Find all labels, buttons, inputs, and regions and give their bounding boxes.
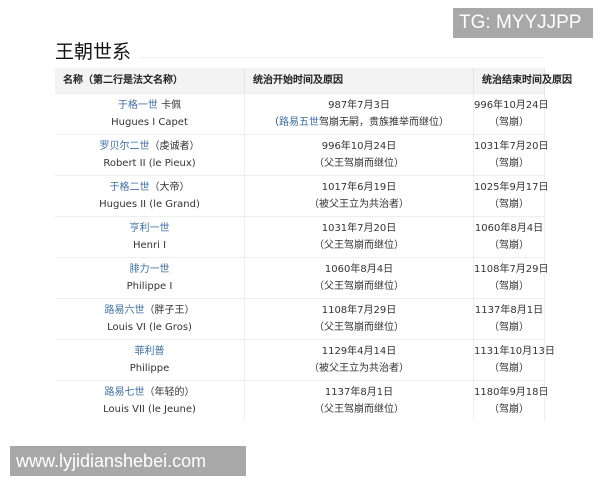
name-cell: 路易七世（年轻的） Louis VII (le Jeune) <box>55 380 245 421</box>
monarch-link[interactable]: 腓力一世 <box>129 264 170 275</box>
end-date: 1131年10月13日 <box>474 346 555 357</box>
end-date: 996年10月24日 <box>474 100 549 111</box>
name-cell: 于格一世 卡佩 Hugues I Capet <box>55 93 245 135</box>
start-reason: （被父王立为共治者） <box>309 199 409 210</box>
start-cell: 996年10月24日 （父王驾崩而继位） <box>244 134 474 176</box>
monarch-epithet: （年轻的） <box>144 387 195 398</box>
table-row: 罗贝尔二世（虔诚者） Robert II (le Pieux) 996年10月24日… <box>55 134 549 176</box>
start-cell: 1017年6月19日 （被父王立为共治者） <box>244 175 474 217</box>
monarch-link[interactable]: 菲利普 <box>134 346 165 357</box>
monarch-link[interactable]: 于格二世 <box>109 182 150 193</box>
name-cell: 罗贝尔二世（虔诚者） Robert II (le Pieux) <box>55 134 245 176</box>
monarch-french-name: Philippe I <box>126 281 173 292</box>
dynasty-table: 名称（第二行是法文名称） 统治开始时间及原因 统治结束时间及原因 于格一世 卡佩… <box>55 68 572 421</box>
table-row: 路易七世（年轻的） Louis VII (le Jeune) 1137年8月1日 （父… <box>55 380 549 421</box>
end-cell: 1060年8月4日 （驾崩） <box>473 216 545 258</box>
end-reason: （驾崩） <box>489 199 529 210</box>
end-reason: （驾崩） <box>489 363 529 374</box>
watermark-bottom: www.lyjidianshebei.com <box>10 446 246 476</box>
end-cell: 1180年9月18日 （驾崩） <box>473 380 549 421</box>
monarch-french-name: Hugues II (le Grand) <box>99 199 200 210</box>
monarch-french-name: Hugues I Capet <box>111 117 188 128</box>
end-date: 1180年9月18日 <box>474 387 549 398</box>
start-reason: 驾崩无嗣，贵族推举而继位） <box>319 117 449 128</box>
table-row: 于格一世 卡佩 Hugues I Capet 987年7月3日 （路易五世驾崩无嗣，贵… <box>55 93 549 135</box>
header-start: 统治开始时间及原因 <box>244 68 474 94</box>
start-reason: （被父王立为共治者） <box>309 363 409 374</box>
start-cell: 1060年8月4日 （父王驾崩而继位） <box>244 257 474 299</box>
end-reason: （驾崩） <box>489 404 529 415</box>
table-row: 亨利一世 Henri I 1031年7月20日 （父王驾崩而继位） 1060年8月4日 （… <box>55 216 545 258</box>
header-name: 名称（第二行是法文名称） <box>55 68 245 94</box>
monarch-epithet: 卡佩 <box>157 100 182 111</box>
end-reason: （驾崩） <box>489 322 529 333</box>
start-reason: （父王驾崩而继位） <box>314 404 404 415</box>
name-cell: 亨利一世 Henri I <box>55 216 245 258</box>
monarch-epithet: （胖子王） <box>144 305 195 316</box>
monarch-french-name: Henri I <box>132 240 167 251</box>
end-cell: 1108年7月29日 （驾崩） <box>473 257 549 299</box>
table-row: 路易六世（胖子王） Louis VI (le Gros) 1108年7月29日 （父王… <box>55 298 545 340</box>
start-cell: 1129年4月14日 （被父王立为共治者） <box>244 339 474 381</box>
monarch-link[interactable]: 于格一世 <box>117 100 158 111</box>
end-date: 1060年8月4日 <box>474 223 544 234</box>
start-date: 996年10月24日 <box>321 141 397 152</box>
start-date: 1137年8月1日 <box>324 387 394 398</box>
monarch-french-name: Louis VII (le Jeune) <box>103 404 196 415</box>
monarch-link[interactable]: 路易六世 <box>104 305 145 316</box>
start-date: 1129年4月14日 <box>321 346 397 357</box>
start-cell: 1108年7月29日 （父王驾崩而继位） <box>244 298 474 340</box>
end-cell: 1137年8月1日 （驾崩） <box>473 298 545 340</box>
title-divider <box>140 57 545 58</box>
table-row: 腓力一世 Philippe I 1060年8月4日 （父王驾崩而继位） 1108年7月2… <box>55 257 549 299</box>
end-reason: （驾崩） <box>489 158 529 169</box>
start-date: 987年7月3日 <box>328 100 390 111</box>
start-cell: 1031年7月20日 （父王驾崩而继位） <box>244 216 474 258</box>
monarch-epithet: （虔诚者） <box>149 141 200 152</box>
monarch-link[interactable]: 罗贝尔二世 <box>99 141 150 152</box>
end-cell: 1025年9月17日 （驾崩） <box>473 175 549 217</box>
end-date: 1025年9月17日 <box>474 182 549 193</box>
monarch-french-name: Robert II (le Pieux) <box>103 158 196 169</box>
end-date: 1137年8月1日 <box>474 305 544 316</box>
watermark-top: TG: MYYJJPP <box>453 8 593 38</box>
name-cell: 路易六世（胖子王） Louis VI (le Gros) <box>55 298 245 340</box>
end-reason: （驾崩） <box>489 281 529 292</box>
table-row: 菲利普 Philippe 1129年4月14日 （被父王立为共治者） 1131年10月1… <box>55 339 555 381</box>
start-reason: （父王驾崩而继位） <box>314 240 404 251</box>
end-cell: 1031年7月20日 （驾崩） <box>473 134 549 176</box>
start-date: 1017年6月19日 <box>321 182 397 193</box>
monarch-link[interactable]: 亨利一世 <box>129 223 170 234</box>
start-date: 1060年8月4日 <box>324 264 394 275</box>
table-header-row: 名称（第二行是法文名称） 统治开始时间及原因 统治结束时间及原因 <box>55 68 572 94</box>
name-cell: 于格二世（大帝） Hugues II (le Grand) <box>55 175 245 217</box>
end-cell: 1131年10月13日 （驾崩） <box>473 339 555 381</box>
end-cell: 996年10月24日 （驾崩） <box>473 93 549 135</box>
start-reason: （父王驾崩而继位） <box>314 158 404 169</box>
section-title: 王朝世系 <box>55 41 132 63</box>
start-reason-prefix: （ <box>269 117 279 128</box>
end-date: 1031年7月20日 <box>474 141 549 152</box>
name-cell: 菲利普 Philippe <box>55 339 245 381</box>
monarch-french-name: Philippe <box>129 363 170 374</box>
end-reason: （驾崩） <box>489 240 529 251</box>
monarch-epithet: （大帝） <box>149 182 190 193</box>
start-cell: 1137年8月1日 （父王驾崩而继位） <box>244 380 474 421</box>
name-cell: 腓力一世 Philippe I <box>55 257 245 299</box>
end-reason: （驾崩） <box>489 117 529 128</box>
predecessor-link[interactable]: 路易五世 <box>279 117 319 128</box>
start-date: 1108年7月29日 <box>321 305 397 316</box>
start-reason: （父王驾崩而继位） <box>314 281 404 292</box>
start-date: 1031年7月20日 <box>321 223 397 234</box>
start-cell: 987年7月3日 （路易五世驾崩无嗣，贵族推举而继位） <box>244 93 474 135</box>
monarch-link[interactable]: 路易七世 <box>104 387 145 398</box>
start-reason: （父王驾崩而继位） <box>314 322 404 333</box>
header-end: 统治结束时间及原因 <box>473 68 572 94</box>
end-date: 1108年7月29日 <box>474 264 549 275</box>
monarch-french-name: Louis VI (le Gros) <box>107 322 192 333</box>
table-row: 于格二世（大帝） Hugues II (le Grand) 1017年6月19日 （被… <box>55 175 549 217</box>
